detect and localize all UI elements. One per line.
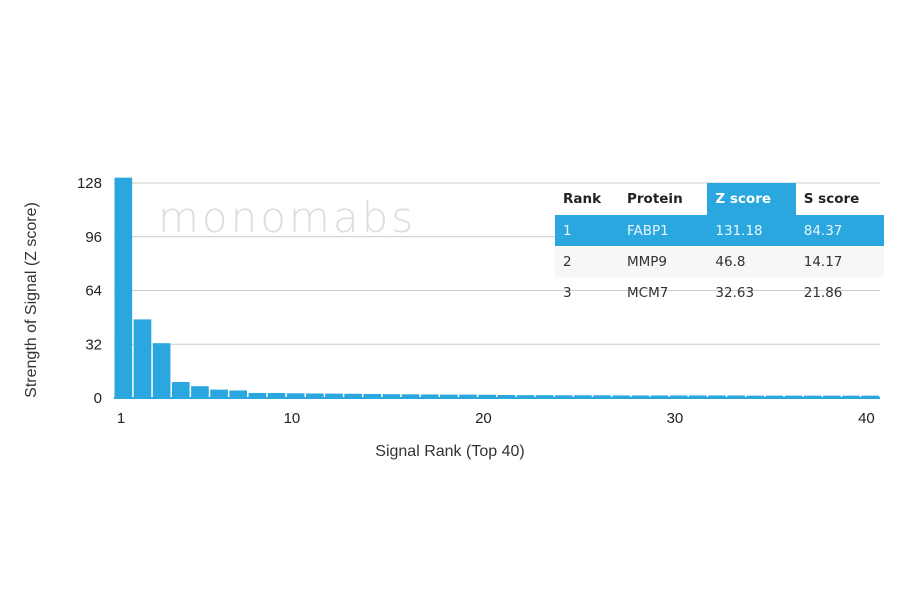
bar-rank-7 [229,390,248,398]
cell-protein: MMP9 [619,246,708,277]
bar-rank-32 [708,395,726,398]
bar-rank-38 [823,395,841,398]
cell-z: 46.8 [707,246,796,277]
cell-s: 21.86 [803,284,843,301]
y-tick-label: 32 [85,336,102,353]
bar-rank-5 [191,386,209,398]
bar-rank-37 [803,395,822,398]
x-tick-label: 20 [475,410,492,427]
cell-rank: 2 [555,246,619,277]
cell-protein: FABP1 [619,215,708,246]
bar-rank-21 [497,394,516,398]
table-row: 2 MMP9 46.8 14.17 [555,246,884,277]
y-tick-label: 96 [85,229,102,246]
x-tick-label: 30 [667,410,684,427]
bar-rank-4 [171,382,190,398]
bar-rank-1 [114,177,133,398]
bar-rank-17 [420,394,439,398]
bar-rank-8 [248,392,267,398]
bar-rank-13 [344,393,362,398]
x-axis-label: Signal Rank (Top 40) [375,443,524,460]
bar-rank-30 [669,395,688,398]
header-protein: Protein [627,191,683,207]
bar-rank-18 [440,394,458,398]
bar-rank-16 [401,394,420,398]
y-axis-label: Strength of Signal (Z score) [23,202,40,398]
bar-rank-9 [267,392,286,398]
cell-z: 32.63 [715,284,755,301]
bar-rank-26 [593,395,611,398]
bar-rank-19 [459,394,477,398]
bar-rank-29 [650,395,669,398]
watermark-logo: monomabs [158,193,416,242]
bar-rank-35 [765,395,784,398]
bar-rank-15 [382,394,401,398]
y-tick-label: 64 [85,283,102,300]
bar-rank-12 [325,393,343,398]
x-tick-label: 1 [117,410,125,427]
cell-s: 84.37 [795,215,884,246]
bar-rank-28 [631,395,650,398]
bar-rank-20 [478,394,496,398]
header-s-score: S score [803,191,860,207]
bar-rank-33 [727,395,745,398]
cell-z: 131.18 [707,215,796,246]
cell-rank: 3 [563,284,572,301]
y-tick-label: 128 [77,175,102,192]
bar-rank-6 [210,389,228,398]
cell-rank: 1 [555,215,619,246]
table-row: 3 MCM7 32.63 21.86 [555,277,884,308]
bar-rank-27 [612,395,631,398]
header-z-score: Z score [707,183,796,215]
bar-rank-25 [574,395,592,398]
bar-rank-36 [784,395,803,398]
bar-rank-23 [535,395,554,398]
x-tick-label: 10 [284,410,301,427]
y-tick-label: 0 [94,390,102,407]
bar-rank-34 [746,395,765,398]
bar-rank-39 [842,395,860,398]
bar-rank-24 [554,395,573,398]
table-row: 1 FABP1 131.18 84.37 [555,215,884,246]
bar-rank-3 [152,343,171,398]
header-rank: Rank [563,191,602,207]
x-tick-label: 40 [858,410,875,427]
bar-rank-14 [363,393,382,398]
cell-s: 14.17 [795,246,884,277]
cell-protein: MCM7 [627,284,669,301]
bar-rank-40 [861,395,879,398]
bar-rank-31 [689,395,707,398]
bar-rank-2 [133,319,152,398]
bar-rank-22 [516,395,535,398]
bar-rank-11 [306,393,324,398]
bar-rank-10 [286,393,305,398]
top-proteins-table: Rank Protein Z score S score 1 FABP1 131.1… [555,183,884,308]
